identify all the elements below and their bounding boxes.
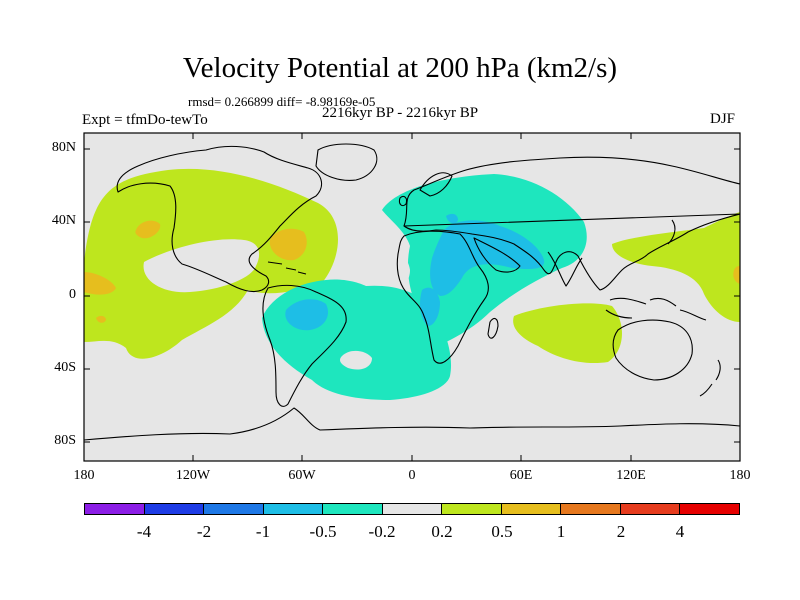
colorbar-label: -0.5 <box>309 522 337 541</box>
x-tick-label: 60W <box>288 468 316 483</box>
y-tick-label: 80N <box>51 140 76 155</box>
colorbar-segment <box>382 504 443 514</box>
pacific-moderate-region <box>135 220 161 239</box>
axis-ticks <box>83 133 741 461</box>
colorbar-label: -4 <box>136 522 152 541</box>
colorbar-segment <box>501 504 562 514</box>
x-tick-label: 0 <box>408 468 416 483</box>
colorbar-segment <box>204 504 264 514</box>
x-tick-label: 180 <box>73 468 95 483</box>
south-america-coastline <box>262 284 347 407</box>
coastlines <box>84 143 740 441</box>
experiment-label: Expt = tfmDo-tewTo <box>82 112 208 128</box>
australia-coastline <box>612 319 693 381</box>
x-tick-label: 120E <box>616 468 646 483</box>
x-tick-label: 60E <box>509 468 533 483</box>
y-tick-label: 0 <box>69 287 76 302</box>
south-pacific-moderate-spot <box>96 315 106 323</box>
new-zealand-coastline <box>699 359 721 397</box>
africa-coastline <box>396 230 489 364</box>
colorbar-segment <box>561 504 621 514</box>
mediterranean-strong-negative-spot <box>446 213 458 224</box>
eurasia-coastline <box>403 156 740 291</box>
period-label: 2216kyr BP - 2216kyr BP <box>322 105 479 121</box>
maritime-continent-coastline <box>605 297 707 321</box>
pacific-neutral-hole <box>143 239 260 293</box>
colorbar-label: -0.2 <box>368 522 396 541</box>
colorbar-segment <box>85 504 145 514</box>
colorbar-segment <box>144 504 205 514</box>
india-coastline <box>547 251 583 287</box>
rmsd-diff-text: rmsd= 0.266899 diff= -8.98169e-05 <box>188 94 376 109</box>
strong-negative-contours <box>285 213 545 331</box>
arabia-coastline <box>473 237 521 273</box>
colorbar-label: 1 <box>556 522 566 541</box>
x-tick-label: 180 <box>729 468 751 483</box>
colorbar-label: -1 <box>255 522 271 541</box>
british-isles-coastline <box>398 195 408 207</box>
colorbar-label: 0.5 <box>491 522 513 541</box>
y-tick-label: 80S <box>54 433 76 448</box>
x-tick-label: 120W <box>175 468 211 483</box>
north-america-coastline <box>116 145 323 293</box>
antarctica-coastline <box>84 407 740 441</box>
colorbar-segment <box>323 504 383 514</box>
colorbar <box>84 503 740 515</box>
west-africa-strong-negative-region <box>420 287 440 326</box>
japan-coastline <box>667 219 676 245</box>
map-title: Velocity Potential at 200 hPa (km2/s) <box>182 52 618 84</box>
indian-ocean-positive-region <box>513 303 623 364</box>
madagascar-coastline <box>487 317 499 339</box>
y-tick-label: 40S <box>54 360 76 375</box>
colorbar-segment <box>620 504 681 514</box>
amazon-strong-negative-region <box>285 299 329 331</box>
caribbean-moderate-region <box>269 228 307 261</box>
season-label: DJF <box>710 111 736 127</box>
scandinavia-coastline <box>419 172 453 197</box>
south-atlantic-neutral-hole <box>340 350 372 370</box>
caribbean-islands <box>267 261 307 275</box>
greenland-coastline <box>315 143 378 181</box>
colorbar-label: 0.2 <box>431 522 453 541</box>
colorbar-segment <box>442 504 502 514</box>
colorbar-label: 2 <box>616 522 626 541</box>
dateline-east-moderate-region <box>733 266 740 284</box>
colorbar-segment <box>680 504 740 514</box>
moderate-positive-contours <box>84 220 740 323</box>
colorbar-label: -2 <box>196 522 212 541</box>
colorbar-label: 4 <box>675 522 685 541</box>
west-pacific-positive-region <box>612 212 740 322</box>
y-tick-label: 40N <box>51 213 76 228</box>
colorbar-segment <box>263 504 324 514</box>
saharan-neutral-hole <box>387 256 410 286</box>
negative-neutral-holes <box>340 256 410 370</box>
middle-east-strong-negative-region <box>430 220 545 296</box>
dateline-west-moderate-region <box>84 272 116 295</box>
